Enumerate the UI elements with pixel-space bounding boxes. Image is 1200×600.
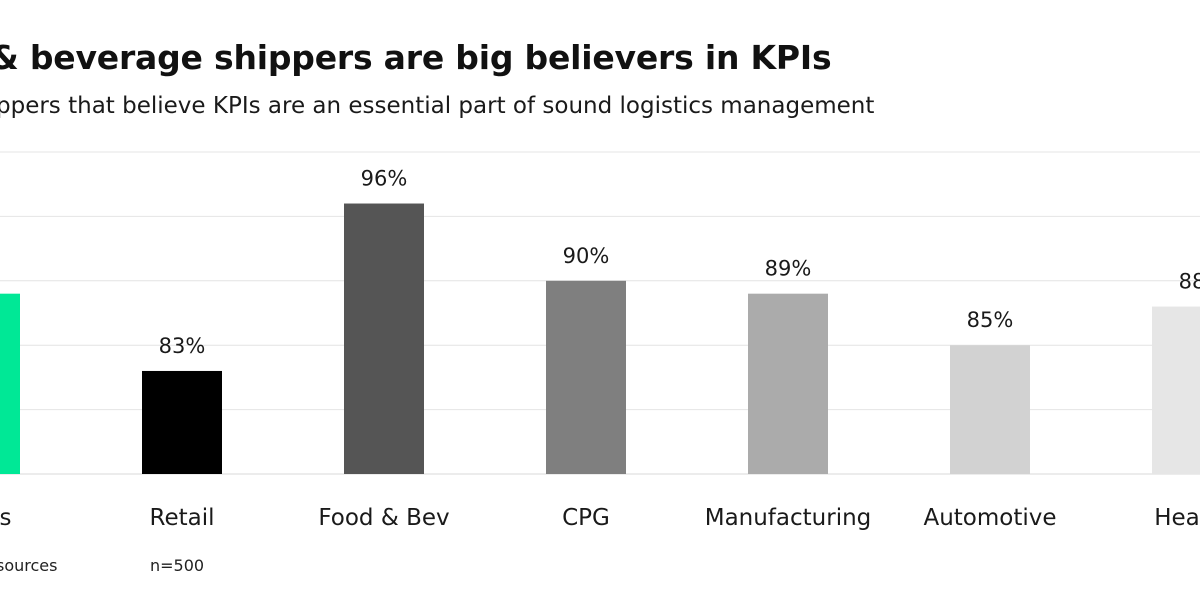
bar-value-label: 88 — [1179, 270, 1200, 294]
bar — [546, 280, 626, 474]
bar — [344, 203, 424, 474]
bar-value-label: 96% — [361, 167, 408, 191]
bar-value-label: 83% — [159, 334, 206, 358]
category-label: Health — [1154, 505, 1200, 531]
category-label: Retail — [150, 505, 215, 531]
bar — [142, 370, 222, 474]
bar — [1152, 306, 1200, 474]
bar-value-label: 89% — [765, 257, 812, 281]
chart-title: & beverage shippers are big believers in… — [0, 38, 832, 77]
bar-value-label: 90% — [563, 244, 610, 268]
category-label: CPG — [562, 505, 610, 531]
bar — [0, 293, 20, 474]
bar — [748, 293, 828, 474]
category-label: Automotive — [923, 505, 1056, 531]
sample-size-note: n=500 — [150, 556, 205, 575]
bar-value-label: 85% — [967, 308, 1014, 332]
source-note: sources — [0, 556, 58, 575]
bar — [950, 345, 1030, 474]
category-label: Food & Bev — [318, 505, 449, 531]
category-label: Manufacturing — [705, 505, 872, 531]
chart-subtitle: ppers that believe KPIs are an essential… — [0, 93, 875, 119]
category-label: stries — [0, 505, 11, 531]
